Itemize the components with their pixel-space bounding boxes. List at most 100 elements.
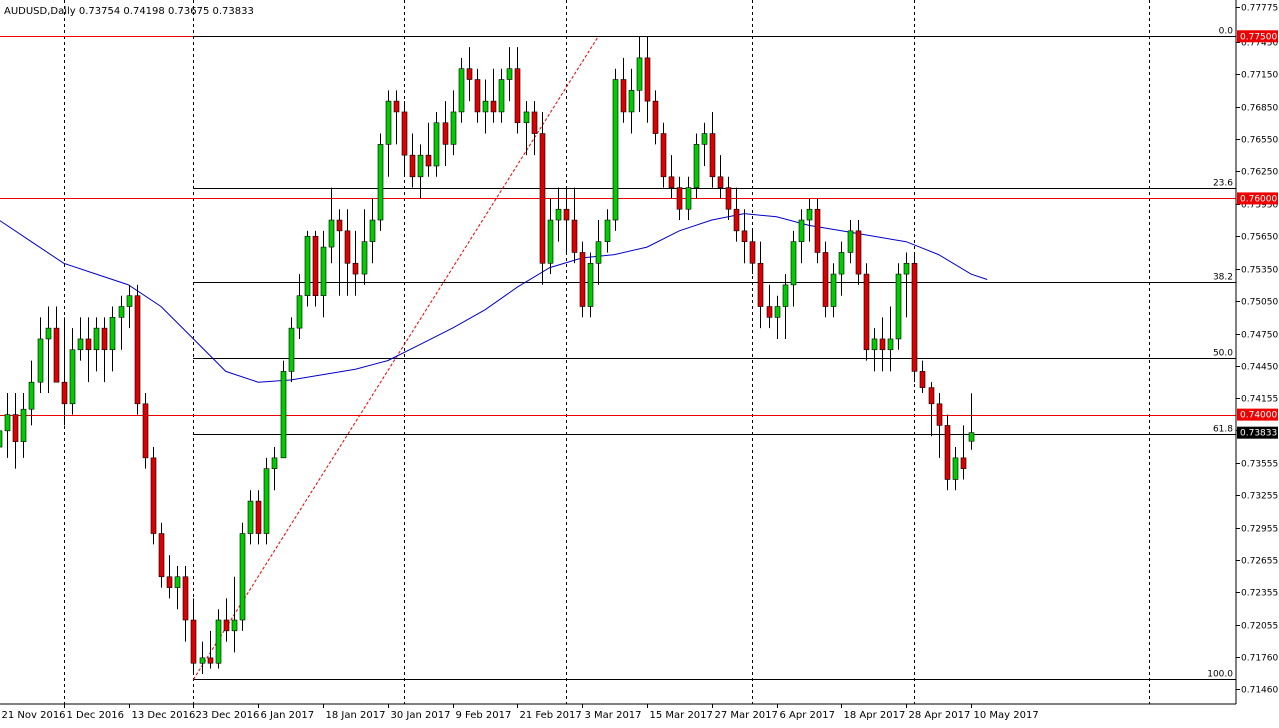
bear-candle-body	[466, 68, 473, 80]
y-tick-label-7: 0.75650	[1241, 233, 1278, 243]
candle-31	[247, 490, 254, 545]
candle-35	[280, 360, 287, 459]
candle-115	[928, 382, 935, 437]
candle-27	[215, 609, 222, 669]
candle-20	[158, 522, 165, 588]
x-tick-label-4: 6 Jan 2017	[261, 710, 315, 721]
candle-114	[919, 360, 926, 393]
bull-candle-body	[4, 414, 11, 432]
candle-72	[579, 241, 586, 318]
candle-52	[417, 144, 424, 199]
candle-7	[53, 306, 60, 383]
fib-label-2: 38.2	[1213, 273, 1233, 283]
bull-candle-body	[93, 327, 100, 351]
candle-63	[506, 47, 513, 102]
bear-candle-body	[660, 133, 667, 178]
y-tick-label-5: 0.76250	[1241, 168, 1278, 178]
bull-candle-body	[806, 208, 813, 221]
time-axis[interactable]: 21 Nov 2016 1 Dec 2016 13 Dec 2016 23 Dec 2…	[0, 704, 1039, 721]
candle-91	[733, 187, 740, 242]
bear-candle-body	[652, 100, 659, 134]
bull-candle-body	[271, 457, 278, 469]
bull-candle-body	[296, 295, 303, 329]
moving-average	[0, 213, 988, 383]
price-axis[interactable]: 0.77775 0.77450 0.77150 0.76850 0.76550 0.762…	[1236, 4, 1278, 696]
candle-68	[547, 198, 554, 275]
bear-candle-body	[425, 154, 432, 167]
bear-candle-body	[928, 387, 935, 405]
candle-17	[134, 284, 141, 415]
candle-86	[693, 133, 700, 199]
candle-92	[741, 209, 748, 264]
candle-66	[531, 101, 538, 156]
bull-candle-body	[887, 338, 894, 351]
bull-candle-body	[385, 100, 392, 145]
bear-candle-body	[474, 79, 481, 113]
bear-candle-body	[490, 100, 497, 113]
candle-0	[0, 430, 3, 448]
candle-77	[620, 57, 627, 123]
candle-82	[660, 122, 667, 188]
bull-candle-body	[782, 284, 789, 307]
bear-candle-body	[442, 122, 449, 145]
bull-candle-body	[895, 273, 902, 340]
bull-candle-body	[263, 468, 270, 534]
bear-candle-body	[393, 100, 400, 113]
bear-candle-body	[919, 371, 926, 388]
candle-103	[830, 263, 837, 318]
bull-candle-body	[830, 273, 837, 307]
bull-candle-body	[952, 457, 959, 480]
candle-44	[352, 230, 359, 296]
candle-99	[798, 209, 805, 264]
fib-label-3: 50.0	[1213, 349, 1233, 359]
bull-candle-body	[288, 327, 295, 372]
bull-candle-body	[304, 235, 311, 297]
candle-117	[944, 414, 951, 491]
candle-21	[166, 555, 173, 599]
candle-116	[936, 392, 943, 458]
bear-candle-body	[822, 252, 829, 307]
candle-25	[199, 641, 206, 675]
y-tick-label-20: 0.71760	[1241, 654, 1278, 664]
bull-candle-body	[790, 241, 797, 286]
bull-candle-body	[498, 79, 505, 113]
candle-98	[790, 230, 797, 307]
bull-candle-body	[458, 68, 465, 113]
candle-10	[77, 317, 84, 361]
candle-76	[612, 68, 619, 231]
candle-15	[118, 295, 125, 350]
bull-candle-body	[636, 57, 643, 91]
bull-candle-body	[77, 338, 84, 351]
candle-12	[93, 317, 100, 372]
bear-candle-body	[563, 208, 570, 221]
bear-candle-body	[620, 79, 627, 113]
candle-26	[207, 630, 214, 669]
x-tick-label-2: 13 Dec 2016	[132, 710, 196, 721]
candle-53	[425, 122, 432, 177]
bull-candle-body	[555, 208, 562, 221]
y-tick-label-10: 0.74750	[1241, 331, 1278, 341]
bull-candle-body	[774, 306, 781, 318]
fib-label-5: 100.0	[1207, 670, 1233, 680]
candle-22	[174, 565, 181, 610]
trendline-line	[192, 36, 599, 680]
x-tick-label-12: 6 Apr 2017	[780, 710, 835, 721]
candle-24	[190, 598, 197, 675]
chart-title: AUDUSD,Daily 0.73754 0.74198 0.73675 0.7…	[4, 6, 254, 17]
bear-candle-body	[401, 111, 408, 156]
bear-candle-body	[61, 381, 68, 405]
moving-average-line	[0, 213, 988, 383]
candle-37	[296, 274, 303, 339]
bear-candle-body	[85, 338, 92, 351]
bull-candle-body	[847, 230, 854, 253]
candle-55	[442, 101, 449, 166]
bull-candle-body	[239, 533, 246, 621]
candle-93	[749, 230, 756, 275]
bear-candle-body	[960, 457, 967, 469]
bear-candle-body	[944, 425, 951, 480]
candle-5	[37, 317, 44, 393]
y-tick-label-4: 0.76550	[1241, 136, 1278, 146]
candle-62	[498, 68, 505, 123]
bull-candle-body	[247, 500, 254, 534]
